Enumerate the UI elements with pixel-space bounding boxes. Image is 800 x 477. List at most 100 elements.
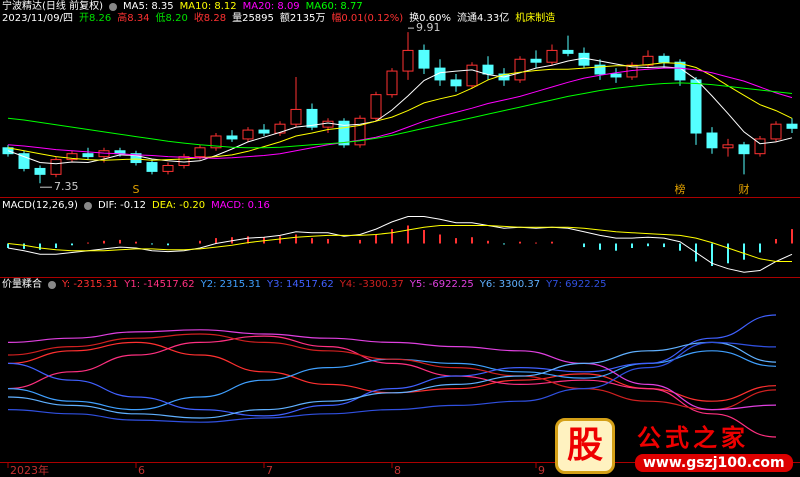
candle-body bbox=[242, 129, 254, 140]
legend-entry: MA20: 8.09 bbox=[242, 1, 300, 12]
icon bbox=[83, 202, 92, 210]
candle-body bbox=[146, 162, 158, 172]
candle-body bbox=[50, 159, 62, 175]
legend-entry: Y5: -6922.25 bbox=[409, 279, 474, 290]
indicator-line bbox=[7, 335, 777, 438]
candle-body bbox=[738, 144, 750, 155]
candle-body bbox=[34, 167, 46, 175]
indicator-header: 价量糅合 Y: -2315.31 Y1: -14517.62 Y2: 2315.31 Y… bbox=[2, 279, 606, 291]
quote-info: 2023/11/09/四 开8.26 高8.34 低8.20 收8.28 量25895 额2… bbox=[2, 13, 555, 25]
x-tick-label: 6 bbox=[138, 464, 145, 477]
legend-entry: MA5: 8.35 bbox=[122, 1, 174, 12]
candle-body bbox=[306, 108, 318, 128]
panel-title: MACD(12,26,9) bbox=[2, 200, 78, 211]
candle-body bbox=[370, 94, 382, 119]
candle-body bbox=[290, 108, 302, 125]
macd-header: MACD(12,26,9) DIF: -0.12 DEA: -0.20 MACD: 0… bbox=[2, 200, 270, 212]
candle-body bbox=[226, 135, 238, 140]
legend-entry: MA60: 8.77 bbox=[305, 1, 363, 12]
candle-body bbox=[754, 138, 766, 155]
legend-entry: Y3: 14517.62 bbox=[267, 279, 334, 290]
high-label: 9.91 bbox=[416, 21, 441, 34]
panel-title: 宁波精达(日线 前复权) bbox=[2, 1, 103, 12]
quote-field: 2023/11/09/四 bbox=[2, 13, 74, 24]
indicator-line bbox=[7, 329, 777, 411]
x-tick-label: 2023年 bbox=[10, 463, 49, 477]
legend-entry: MACD: 0.16 bbox=[211, 200, 270, 211]
ma-line bbox=[7, 57, 793, 165]
indicator-line bbox=[7, 341, 777, 419]
watermark-logo: 股 bbox=[555, 418, 615, 474]
legend-entry: Y7: 6922.25 bbox=[546, 279, 607, 290]
ma-line bbox=[7, 67, 793, 159]
candle-body bbox=[434, 67, 446, 81]
candle-body bbox=[530, 58, 542, 63]
indicator-line bbox=[7, 314, 777, 417]
ma-line bbox=[7, 62, 793, 161]
candle-body bbox=[722, 144, 734, 149]
event-marker: 榜 bbox=[675, 182, 686, 196]
legend-entry: Y1: -14517.62 bbox=[124, 279, 195, 290]
indicator-line bbox=[7, 341, 777, 423]
candle-body bbox=[642, 55, 654, 66]
candle-body bbox=[690, 79, 702, 134]
watermark-title: 公式之家 bbox=[637, 424, 749, 452]
x-tick-label: 8 bbox=[394, 464, 401, 477]
quote-field: 低8.20 bbox=[155, 13, 188, 24]
legend-entry: Y: -2315.31 bbox=[62, 279, 119, 290]
legend-entry: Y6: 3300.37 bbox=[479, 279, 541, 290]
x-tick-label: 7 bbox=[266, 464, 273, 477]
candle-body bbox=[178, 156, 190, 166]
quote-field: 幅0.01(0.12%) bbox=[331, 13, 404, 24]
candle-body bbox=[274, 123, 286, 134]
indicator-line bbox=[7, 333, 777, 411]
quote-field: 收8.28 bbox=[193, 13, 227, 24]
quote-field: 开8.26 bbox=[79, 13, 112, 24]
candle-body bbox=[66, 153, 78, 161]
candle-body bbox=[210, 135, 222, 149]
candle-body bbox=[386, 70, 398, 96]
candle-body bbox=[610, 73, 622, 78]
event-marker: 财 bbox=[739, 182, 750, 196]
candle-body bbox=[770, 123, 782, 140]
candle-body bbox=[82, 153, 94, 158]
candle-body bbox=[546, 49, 558, 63]
candle-body bbox=[706, 132, 718, 149]
ma-line bbox=[7, 82, 793, 149]
icon bbox=[48, 281, 56, 289]
legend-entry: MA10: 8.12 bbox=[179, 1, 237, 12]
candle-body bbox=[402, 49, 414, 72]
legend-entry: DEA: -0.20 bbox=[152, 200, 206, 211]
quote-field: 高8.34 bbox=[117, 13, 150, 24]
macd-line bbox=[7, 225, 792, 262]
candle-body bbox=[322, 120, 334, 128]
candle-body bbox=[162, 164, 174, 172]
candle-body bbox=[130, 153, 142, 164]
candle-body bbox=[354, 117, 366, 146]
candle-body bbox=[562, 49, 574, 54]
price-header: 宁波精达(日线 前复权) MA5: 8.35 MA10: 8.12 MA20: 8.0… bbox=[2, 1, 363, 13]
legend-entry: DIF: -0.12 bbox=[97, 200, 146, 211]
candle-body bbox=[658, 55, 670, 63]
candle-body bbox=[514, 58, 526, 81]
candle-body bbox=[482, 64, 494, 75]
quote-field: 流通4.33亿 bbox=[456, 13, 510, 24]
quote-field: 换0.60% bbox=[409, 13, 451, 24]
x-tick-label: 9 bbox=[538, 464, 545, 477]
candle-body bbox=[418, 49, 430, 69]
watermark: 股 公式之家 www.gszj100.com bbox=[555, 418, 793, 476]
candle-body bbox=[466, 64, 478, 87]
candle-body bbox=[786, 123, 798, 129]
candle-body bbox=[258, 129, 270, 134]
legend-entry: Y2: 2315.31 bbox=[200, 279, 262, 290]
legend-entry: Y4: -3300.37 bbox=[339, 279, 404, 290]
candle-body bbox=[18, 153, 30, 169]
candle-body bbox=[194, 147, 206, 158]
event-marker: S bbox=[133, 183, 140, 196]
quote-field: 量25895 bbox=[232, 13, 274, 24]
candle-body bbox=[450, 79, 462, 87]
quote-field: 额2135万 bbox=[279, 13, 326, 24]
